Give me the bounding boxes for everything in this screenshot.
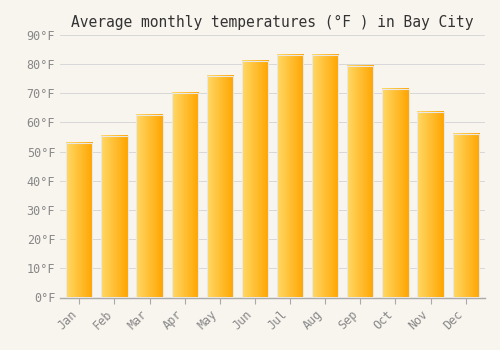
- Bar: [382, 89, 408, 298]
- Bar: [206, 76, 233, 298]
- Bar: [172, 93, 198, 298]
- Bar: [452, 134, 479, 298]
- Bar: [136, 115, 162, 298]
- Bar: [418, 112, 444, 298]
- Bar: [452, 134, 479, 298]
- Bar: [312, 55, 338, 298]
- Bar: [347, 65, 374, 298]
- Bar: [242, 61, 268, 298]
- Bar: [418, 112, 444, 298]
- Bar: [277, 55, 303, 298]
- Title: Average monthly temperatures (°F ) in Bay City: Average monthly temperatures (°F ) in Ba…: [72, 15, 474, 30]
- Bar: [102, 135, 128, 298]
- Bar: [66, 143, 92, 298]
- Bar: [206, 76, 233, 298]
- Bar: [277, 55, 303, 298]
- Bar: [136, 115, 162, 298]
- Bar: [172, 93, 198, 298]
- Bar: [347, 65, 374, 298]
- Bar: [102, 135, 128, 298]
- Bar: [382, 89, 408, 298]
- Bar: [242, 61, 268, 298]
- Bar: [312, 55, 338, 298]
- Bar: [66, 143, 92, 298]
